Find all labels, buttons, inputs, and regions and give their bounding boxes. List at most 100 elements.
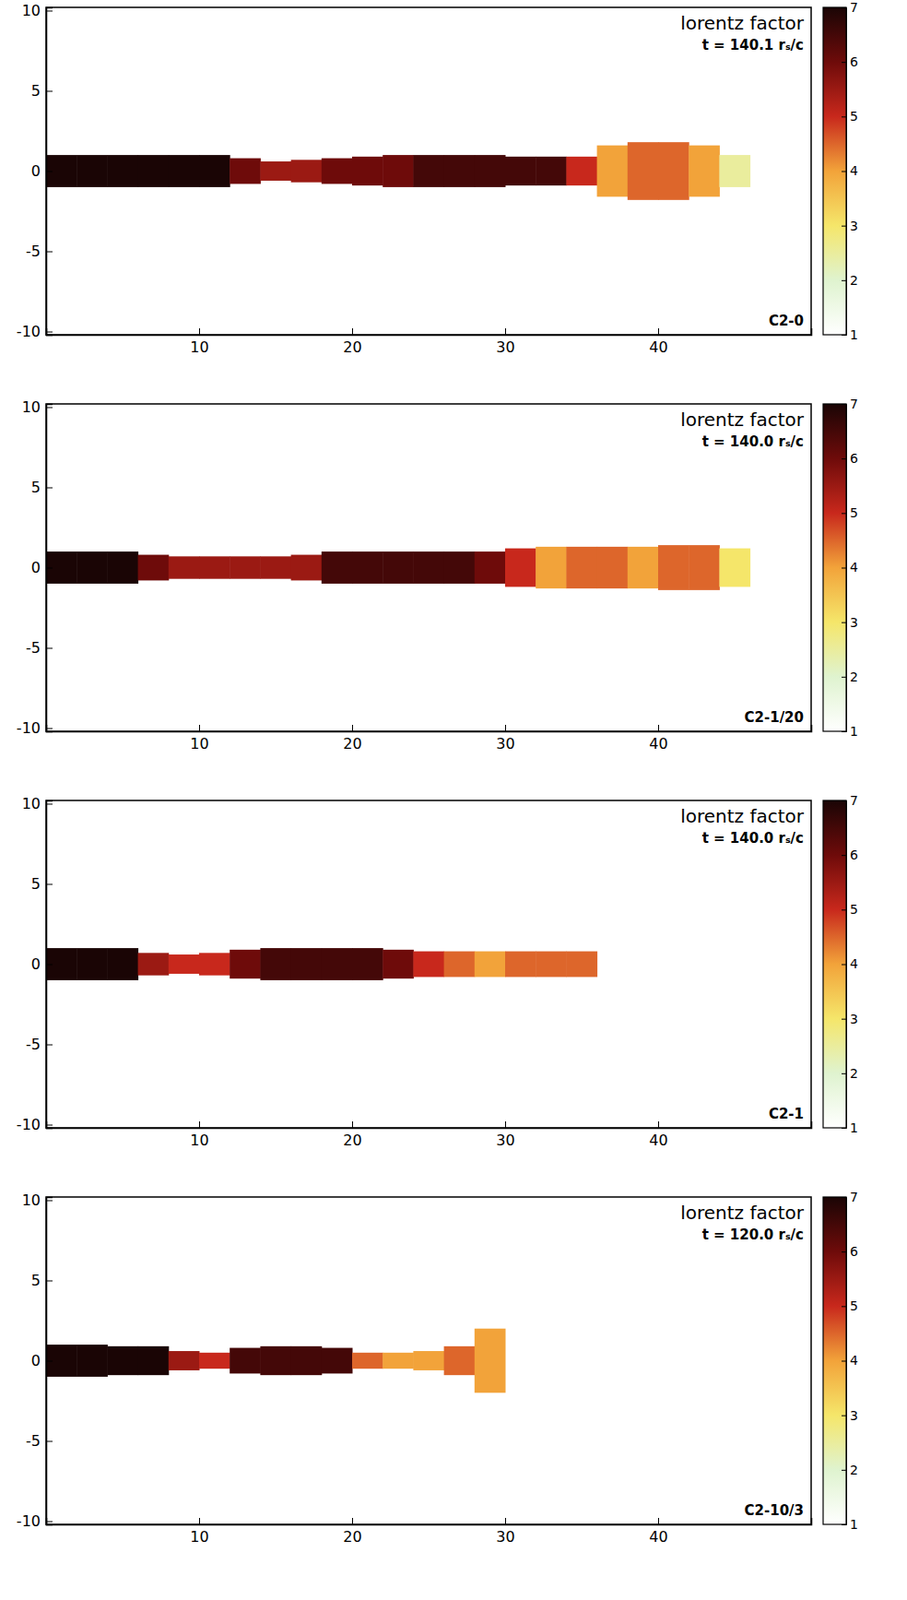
tick-mark bbox=[505, 724, 507, 731]
tick-label: 20 bbox=[342, 1527, 362, 1545]
title: C2-0 bbox=[768, 312, 804, 330]
tick-label: -5 bbox=[25, 242, 41, 260]
jet-cell bbox=[46, 154, 78, 188]
tick-label: 3 bbox=[849, 1407, 859, 1423]
x-axis: 10203040 bbox=[47, 724, 813, 753]
plot-frame bbox=[46, 403, 812, 731]
tick-label: 5 bbox=[849, 108, 859, 124]
axis-line bbox=[841, 800, 848, 1129]
tick-mark bbox=[841, 1305, 847, 1307]
tick-label: 0 bbox=[31, 1351, 41, 1369]
tick-label: 3 bbox=[849, 218, 859, 234]
tick-mark bbox=[46, 883, 53, 884]
y-axis: -10-50510 bbox=[16, 1190, 53, 1530]
tick: 0 bbox=[31, 558, 53, 577]
axis-line bbox=[841, 1197, 848, 1525]
jet-cell bbox=[76, 154, 108, 188]
jet-cell bbox=[352, 551, 384, 584]
tick-label: 1 bbox=[849, 327, 859, 342]
tick: 10 bbox=[189, 1120, 209, 1149]
jet-cell bbox=[259, 1345, 292, 1375]
tick-mark bbox=[352, 1517, 354, 1524]
jet-cell bbox=[444, 951, 476, 978]
tick-label: 7 bbox=[849, 396, 859, 412]
tick: 20 bbox=[342, 1120, 362, 1149]
tick: 5 bbox=[31, 82, 53, 100]
tick-mark bbox=[841, 1250, 847, 1252]
tick-mark bbox=[199, 1517, 201, 1524]
tick: -10 bbox=[16, 718, 53, 737]
jet-cell bbox=[291, 947, 323, 980]
tick-mark bbox=[841, 964, 847, 966]
tick: -10 bbox=[16, 322, 53, 341]
jet-cell bbox=[444, 1345, 476, 1375]
x-axis: 10203040 bbox=[47, 1120, 813, 1149]
tick-label: 5 bbox=[31, 874, 41, 893]
jet-cell bbox=[565, 951, 598, 978]
tick: 40 bbox=[648, 328, 668, 356]
jet-cell bbox=[412, 951, 445, 978]
jet-cell bbox=[535, 546, 567, 589]
tick-mark bbox=[841, 403, 847, 405]
tick-mark bbox=[658, 724, 660, 731]
tick: 3 bbox=[841, 614, 859, 630]
tick: -5 bbox=[25, 638, 53, 657]
tick-mark bbox=[46, 90, 53, 92]
jet-cell bbox=[106, 947, 139, 980]
tick: 10 bbox=[22, 398, 53, 416]
tick-label: 30 bbox=[495, 734, 515, 753]
tick-mark bbox=[841, 61, 847, 63]
annotation: t = 120.0 rₛ/c bbox=[702, 1225, 804, 1243]
subtitle: lorentz factor bbox=[680, 804, 805, 827]
tick-mark bbox=[199, 328, 201, 335]
tick: 1 bbox=[841, 1516, 859, 1532]
jet-cell bbox=[382, 1352, 414, 1368]
tick-label: 3 bbox=[849, 614, 859, 630]
y-axis: -10-50510 bbox=[16, 398, 53, 737]
jet-cell bbox=[138, 154, 170, 188]
tick-label: 5 bbox=[849, 901, 859, 917]
tick-label: 6 bbox=[849, 450, 859, 466]
panel: 10203040-10-505101234567lorentz factort … bbox=[16, 396, 859, 753]
annotation: t = 140.0 rₛ/c bbox=[702, 433, 804, 450]
tick-mark bbox=[505, 1120, 507, 1128]
tick: 2 bbox=[841, 1065, 859, 1081]
tick: 0 bbox=[31, 162, 53, 180]
plot-frame bbox=[46, 800, 812, 1128]
jet-cell bbox=[106, 1345, 139, 1375]
tick-label: 2 bbox=[849, 669, 859, 684]
tick: 10 bbox=[22, 1, 53, 20]
jet-cell bbox=[259, 161, 292, 181]
tick: -5 bbox=[25, 242, 53, 260]
tick-mark bbox=[658, 1120, 660, 1128]
tick-mark bbox=[46, 1279, 53, 1281]
tick-mark bbox=[46, 1360, 53, 1362]
tick-mark bbox=[841, 622, 847, 624]
tick-mark bbox=[841, 458, 847, 460]
tick-mark bbox=[505, 1517, 507, 1524]
tick-mark bbox=[199, 724, 201, 731]
jet-cell bbox=[229, 949, 261, 978]
tick: 3 bbox=[841, 1011, 859, 1026]
tick-label: 0 bbox=[31, 162, 41, 180]
jet-cell bbox=[229, 555, 261, 578]
jet-cell bbox=[199, 1352, 231, 1368]
title: C2-1 bbox=[768, 1105, 804, 1122]
tick-label: 10 bbox=[22, 1190, 41, 1209]
tick-mark bbox=[841, 116, 847, 118]
tick-label: 30 bbox=[495, 338, 515, 356]
jet-cell bbox=[444, 154, 476, 188]
tick: 7 bbox=[841, 0, 859, 15]
jet-cell bbox=[382, 154, 414, 188]
tick-mark bbox=[46, 802, 53, 804]
tick-label: 1 bbox=[849, 723, 859, 739]
axis-line bbox=[47, 724, 813, 732]
jet-cell bbox=[688, 544, 720, 590]
tick: 10 bbox=[189, 328, 209, 356]
jet-cell bbox=[412, 551, 445, 584]
tick: -10 bbox=[16, 1115, 53, 1133]
colorbar bbox=[823, 403, 847, 731]
tick-label: -10 bbox=[16, 1115, 41, 1133]
tick-mark bbox=[46, 1199, 53, 1201]
tick-label: 10 bbox=[22, 1, 41, 20]
